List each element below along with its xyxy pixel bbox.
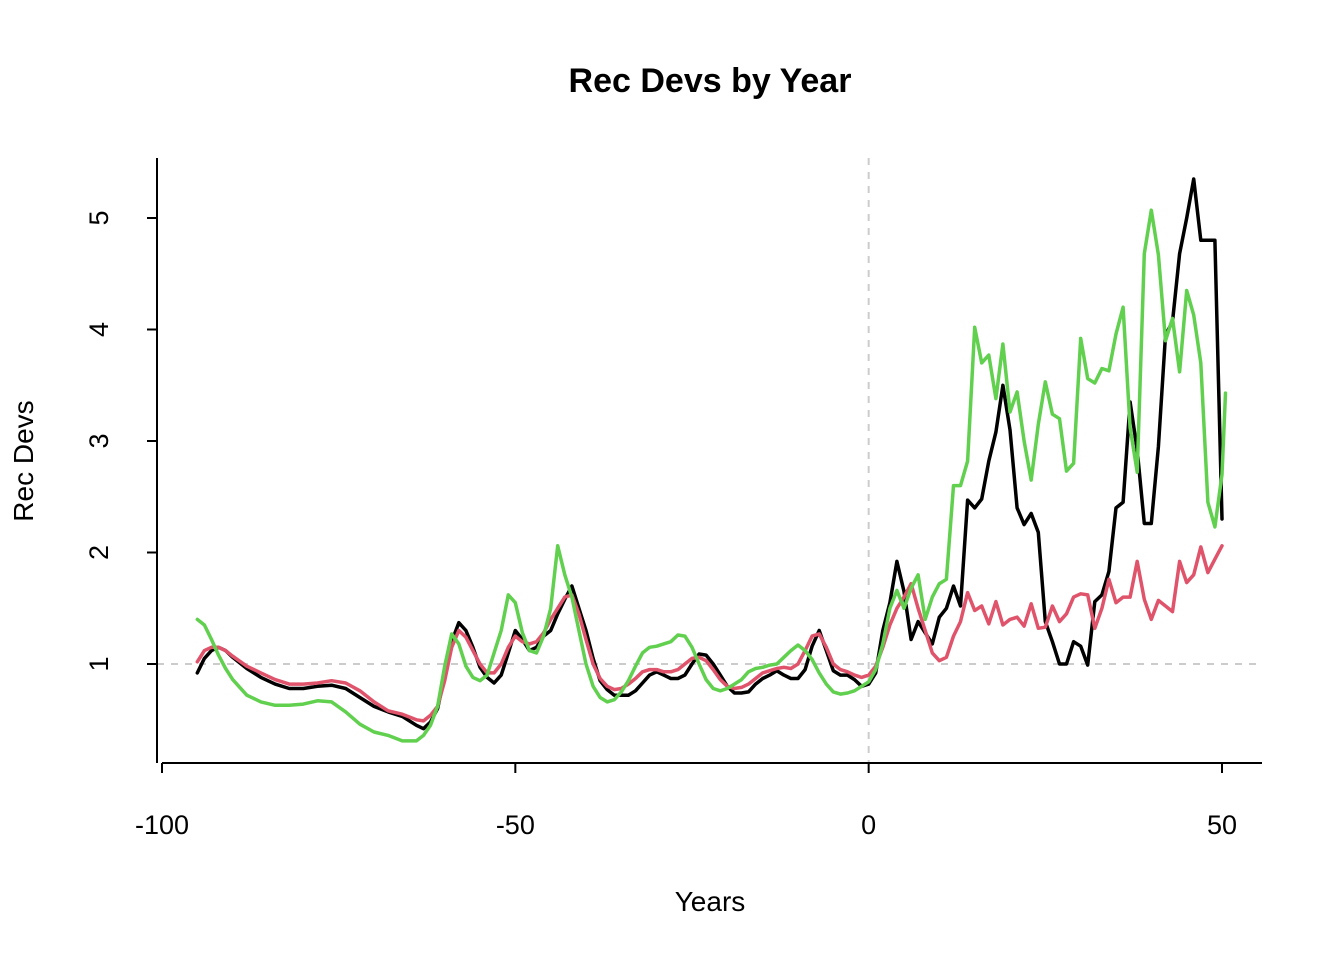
series-group [195, 177, 1228, 743]
y-tick-label: 3 [84, 433, 114, 448]
x-tick-label: -100 [135, 810, 189, 840]
y-axis-ticks: 1 2 3 4 5 [84, 210, 157, 672]
chart-title: Rec Devs by Year [569, 62, 852, 100]
y-axis-label: Rec Devs [8, 400, 39, 521]
series-line-1 [195, 177, 1224, 731]
reference-lines [157, 158, 1262, 763]
x-tick-label: -50 [496, 810, 535, 840]
series-line-2 [195, 544, 1224, 723]
x-tick-label: 50 [1207, 810, 1237, 840]
x-tick-label: 0 [861, 810, 876, 840]
series-line-3 [195, 208, 1228, 743]
x-axis-label: Years [675, 886, 746, 917]
y-tick-label: 1 [84, 656, 114, 671]
y-tick-label: 5 [84, 210, 114, 225]
x-axis-ticks: -100 -50 0 50 [135, 763, 1237, 840]
y-tick-label: 4 [84, 322, 114, 337]
y-tick-label: 2 [84, 545, 114, 560]
